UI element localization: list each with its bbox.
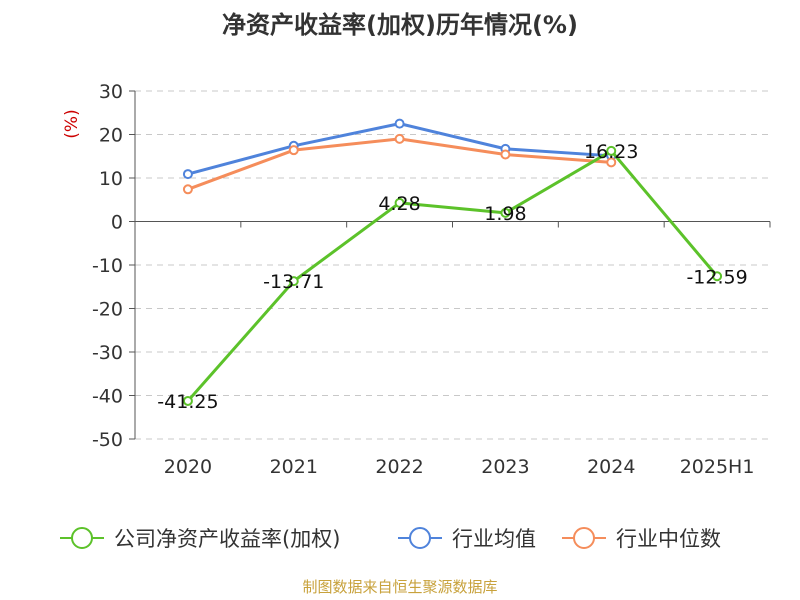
legend-label: 行业中位数: [616, 527, 721, 551]
series-line: [186, 149, 719, 402]
data-labels: -41.25 -13.71 4.28 1.98 16.23 -12.59: [157, 141, 747, 413]
legend-marker-icon: [409, 527, 431, 549]
series-point: [500, 149, 511, 160]
x-tick-label: 2025H1: [680, 456, 755, 478]
x-tick-label: 2021: [270, 456, 318, 478]
y-tick-label: -10: [92, 255, 123, 277]
y-tick-label: -40: [92, 386, 123, 408]
grid-lines: [135, 90, 770, 440]
data-label: -13.71: [263, 271, 324, 293]
y-tick-label: 30: [99, 81, 123, 103]
series-point: [394, 118, 405, 129]
y-tick-label: 0: [111, 212, 123, 234]
axes: 30 20 10 0 -10 -20 -30 -40 -50 2020 2021 2022 2023 20…: [92, 81, 771, 478]
data-label: 4.28: [378, 193, 420, 215]
legend-item: 公司净资产收益率(加权): [60, 527, 340, 551]
legend-marker-icon: [573, 527, 595, 549]
series-point: [606, 145, 617, 156]
y-tick-label: 20: [99, 125, 123, 147]
series-point: [606, 157, 617, 168]
series-point: [182, 169, 193, 180]
source-note: 制图数据来自恒生聚源数据库: [302, 578, 497, 596]
y-axis-label: (%): [62, 109, 82, 138]
chart-title: 净资产收益率(加权)历年情况(%): [222, 11, 578, 39]
x-tick-label: 2022: [375, 456, 423, 478]
data-label: 1.98: [484, 203, 526, 225]
series-point: [500, 207, 511, 218]
series-point: [712, 271, 723, 282]
series-point: [394, 197, 405, 208]
data-label: -12.59: [686, 266, 747, 288]
x-tick-label: 2024: [587, 456, 635, 478]
x-tick-label: 2023: [481, 456, 529, 478]
series-point: [182, 184, 193, 195]
y-tick-label: -50: [92, 429, 123, 451]
data-label: -41.25: [157, 391, 218, 413]
y-tick-label: -20: [92, 299, 123, 321]
legend-label: 公司净资产收益率(加权): [114, 527, 340, 551]
y-tick-label: 10: [99, 168, 123, 190]
series-point: [288, 145, 299, 156]
series-lines: [182, 118, 723, 406]
legend-item: 行业均值: [398, 527, 536, 551]
series-point: [182, 395, 193, 406]
series-point: [288, 276, 299, 287]
legend: 公司净资产收益率(加权) 行业均值 行业中位数: [60, 527, 721, 551]
x-tick-label: 2020: [164, 456, 212, 478]
legend-item: 行业中位数: [562, 527, 721, 551]
series-line: [187, 137, 612, 191]
legend-label: 行业均值: [452, 527, 536, 551]
legend-marker-icon: [71, 527, 93, 549]
series-point: [394, 133, 405, 144]
data-label: 16.23: [584, 141, 638, 163]
y-tick-label: -30: [92, 342, 123, 364]
